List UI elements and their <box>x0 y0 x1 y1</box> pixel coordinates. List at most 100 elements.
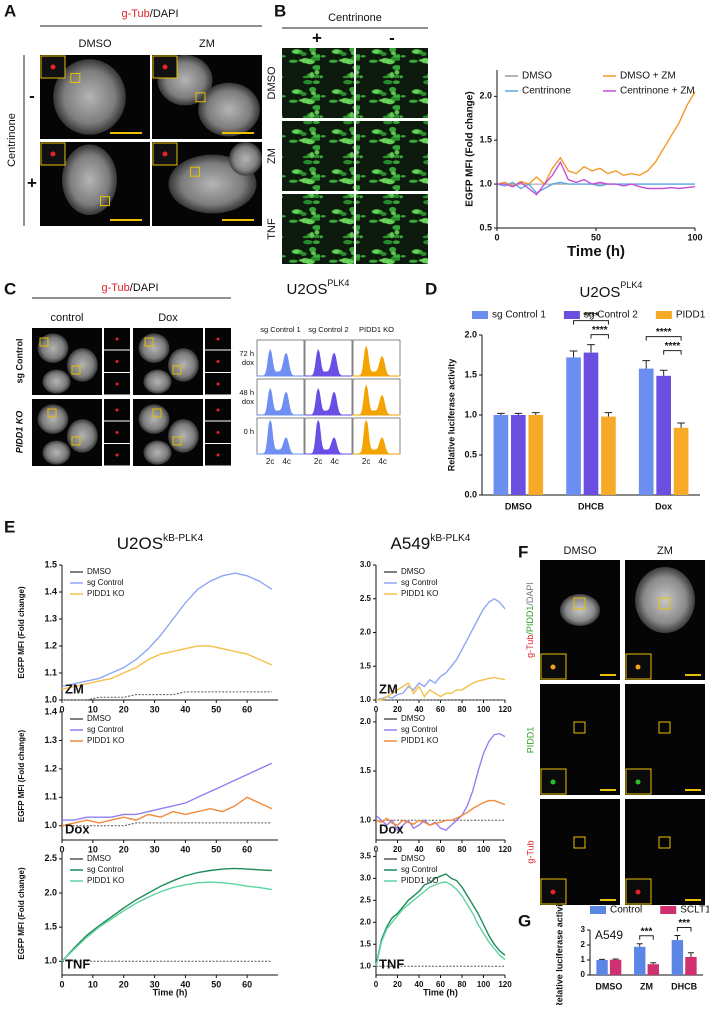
y-tick-label: 1.3 <box>44 735 57 745</box>
column-label: Dox <box>158 312 178 324</box>
centriole <box>216 453 220 457</box>
x-tick-label: 40 <box>415 980 424 989</box>
bar <box>671 940 684 975</box>
legend-label: Centrinone <box>522 86 571 97</box>
error-bar <box>642 360 651 369</box>
legend-swatch <box>472 311 488 319</box>
roi-box <box>47 408 57 418</box>
bar <box>609 959 622 975</box>
nucleus <box>143 440 172 465</box>
significance-label: **** <box>592 325 608 336</box>
title-part: U2OS <box>287 281 328 298</box>
x-tick-label: ZM <box>640 981 653 991</box>
legend-label: PIDD1 KO <box>87 876 124 885</box>
legend-label: sg Control <box>87 578 124 587</box>
centriole <box>216 337 220 341</box>
annotation: ZM <box>379 681 398 696</box>
x-tick-label: 60 <box>242 844 252 854</box>
significance-label: **** <box>583 311 599 322</box>
series-line <box>61 645 273 690</box>
roi-box <box>658 721 671 734</box>
histogram-shape <box>352 419 400 455</box>
x-axis-label: Time (h) <box>567 243 625 260</box>
panel-label: G <box>518 911 531 930</box>
series-line <box>496 181 695 194</box>
histogram-frame <box>352 339 401 377</box>
centriole <box>50 64 56 70</box>
series-line <box>375 732 506 832</box>
histogram-column: sg Control 1 <box>260 325 300 334</box>
roi-box <box>152 408 162 418</box>
row-label: sg Control <box>14 339 24 384</box>
y-tick-label: 1.2 <box>44 640 57 650</box>
histogram-frame <box>256 417 305 455</box>
legend-label: PIDD1 KO <box>401 736 438 745</box>
y-tick-label: 1.0 <box>360 815 372 824</box>
title-superscript: PLK4 <box>327 278 349 288</box>
y-tick-label: 2.5 <box>360 895 372 904</box>
x-tick-label: 10 <box>88 704 98 714</box>
roi-box <box>172 436 182 446</box>
y-tick-label: 1.5 <box>360 661 372 670</box>
micrograph <box>282 48 354 118</box>
x-tick-label: 120 <box>498 845 512 854</box>
roi-box <box>190 166 200 177</box>
x-tick-label: 0 <box>374 845 379 854</box>
x-tick-label: 20 <box>393 705 402 714</box>
histogram-title: U2OSPLK4 <box>287 278 350 298</box>
x-tick-label: 80 <box>458 980 467 989</box>
nucleus <box>37 404 69 434</box>
centriole <box>115 360 119 363</box>
nucleus <box>138 404 170 434</box>
legend-swatch <box>563 311 580 319</box>
row-label: g-Tub/PIDD1/DAPI <box>525 582 535 658</box>
x-tick-label: DMSO <box>505 501 532 511</box>
annotation: Dox <box>379 821 404 836</box>
histogram-row: 72 h <box>239 349 254 358</box>
y-tick-label: 2.0 <box>479 91 492 101</box>
y-tick-label: 1.5 <box>360 939 372 948</box>
y-tick-label: 2.5 <box>44 853 57 863</box>
row-label: PIDD1 <box>525 727 535 754</box>
nucleus <box>229 142 262 176</box>
inset <box>625 653 652 680</box>
roi-box <box>573 721 586 734</box>
nucleus <box>143 369 172 394</box>
x-tick-label: 60 <box>242 979 252 989</box>
x-tick-label: 50 <box>591 232 601 242</box>
title-superscript: kB-PLK4 <box>430 533 471 544</box>
nucleus <box>53 59 126 135</box>
roi-box <box>71 365 81 375</box>
bar <box>685 957 697 975</box>
legend-label: SCLT1 KO <box>680 905 709 916</box>
micrograph <box>282 121 354 191</box>
histogram-frame <box>352 378 401 416</box>
panel-label: F <box>518 542 528 561</box>
series-line <box>375 881 506 967</box>
micrograph <box>356 121 428 191</box>
series-line <box>61 572 273 688</box>
significance-label: *** <box>641 926 653 937</box>
annotation: TNF <box>379 956 404 971</box>
x-axis-label: Time (h) <box>423 987 458 997</box>
histogram-x-label: 2c <box>314 457 322 466</box>
legend-label: sg Control <box>401 865 438 874</box>
error-bar <box>497 412 505 415</box>
y-tick-label: 3.5 <box>360 852 372 861</box>
error-bar <box>677 422 685 428</box>
x-tick-label: 40 <box>180 979 190 989</box>
row-label: - <box>29 86 35 105</box>
roi-box <box>573 836 586 849</box>
roi-box <box>172 365 182 375</box>
x-tick-label: 80 <box>458 845 467 854</box>
panel-title: g-Tub/DAPI <box>101 282 158 294</box>
histogram-row: 48 h <box>239 388 254 397</box>
nucleus <box>198 82 260 137</box>
annotation: ZM <box>65 681 84 696</box>
error-bar <box>687 952 694 957</box>
column-label: - <box>389 28 395 47</box>
x-tick-label: 50 <box>211 844 221 854</box>
column-label: DMSO <box>79 38 112 50</box>
legend-label: DMSO <box>401 854 425 863</box>
